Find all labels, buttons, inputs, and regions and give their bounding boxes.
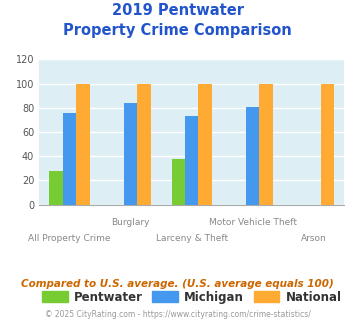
Bar: [49, 171, 63, 205]
Bar: [137, 83, 151, 205]
Bar: [63, 113, 76, 205]
Text: All Property Crime: All Property Crime: [28, 234, 111, 243]
Bar: [321, 83, 334, 205]
Text: Arson: Arson: [301, 234, 327, 243]
Text: Compared to U.S. average. (U.S. average equals 100): Compared to U.S. average. (U.S. average …: [21, 279, 334, 289]
Text: Larceny & Theft: Larceny & Theft: [155, 234, 228, 243]
Text: Property Crime Comparison: Property Crime Comparison: [63, 23, 292, 38]
Legend: Pentwater, Michigan, National: Pentwater, Michigan, National: [37, 286, 346, 309]
Bar: [246, 107, 260, 205]
Bar: [76, 83, 90, 205]
Bar: [124, 103, 137, 205]
Text: Burglary: Burglary: [111, 218, 150, 227]
Bar: [260, 83, 273, 205]
Text: Motor Vehicle Theft: Motor Vehicle Theft: [209, 218, 297, 227]
Bar: [198, 83, 212, 205]
Bar: [171, 159, 185, 205]
Text: © 2025 CityRating.com - https://www.cityrating.com/crime-statistics/: © 2025 CityRating.com - https://www.city…: [45, 310, 310, 319]
Bar: [185, 116, 198, 205]
Text: 2019 Pentwater: 2019 Pentwater: [111, 3, 244, 18]
